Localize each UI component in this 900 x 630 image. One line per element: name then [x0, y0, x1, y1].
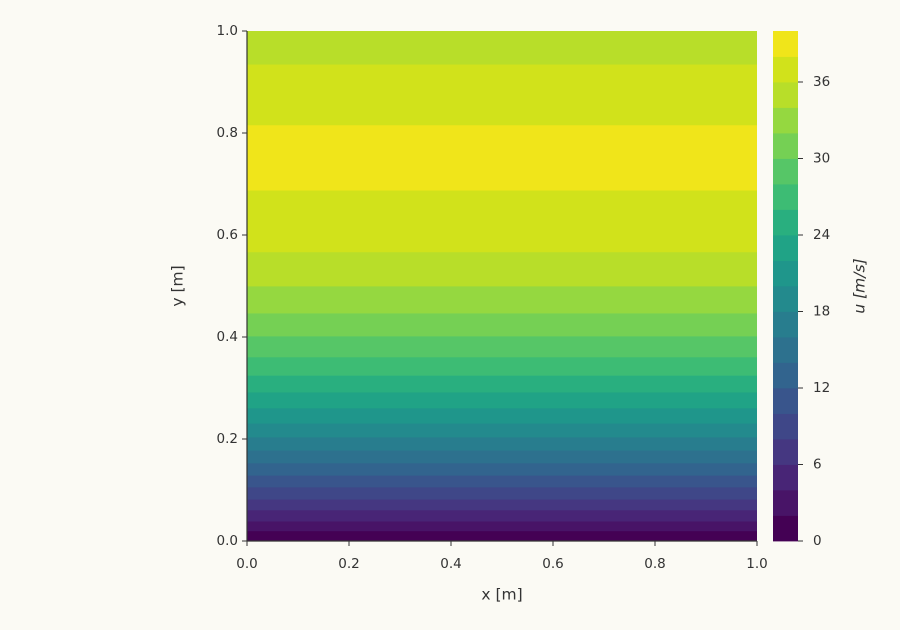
y-tick-label: 1.0 — [217, 23, 238, 39]
contour-band — [247, 509, 757, 522]
contour-band — [247, 450, 757, 464]
x-tick-label: 0.6 — [542, 556, 563, 572]
contour-band — [247, 462, 757, 476]
colorbar-tick-label: 30 — [813, 151, 830, 167]
colorbar-segment — [773, 362, 798, 389]
contour-band — [247, 423, 757, 438]
contour-band — [247, 190, 757, 253]
colorbar-segment — [773, 235, 798, 261]
x-tick-label: 0.0 — [236, 556, 257, 572]
colorbar-segment — [773, 439, 798, 465]
contour-band — [247, 392, 757, 409]
contour-band — [247, 313, 757, 337]
x-tick-label: 0.8 — [644, 556, 665, 572]
contour-band — [247, 31, 757, 65]
colorbar-tick-label: 24 — [813, 227, 830, 243]
x-axis-label: x [m] — [481, 586, 522, 604]
colorbar-tick-label: 36 — [813, 74, 830, 90]
x-tick-label: 0.4 — [440, 556, 461, 572]
contour-band — [247, 521, 757, 532]
y-tick-label: 0.8 — [217, 125, 238, 141]
contour-band — [247, 436, 757, 451]
contour-band — [247, 475, 757, 488]
colorbar-segment — [773, 56, 798, 83]
contour-band — [247, 286, 757, 314]
colorbar-label: u [m/s] — [851, 258, 869, 313]
colorbar-segment — [773, 413, 798, 440]
colorbar-tick-label: 6 — [813, 457, 822, 473]
contour-band — [247, 530, 757, 542]
colorbar-segment — [773, 464, 798, 491]
colorbar-segment — [773, 184, 798, 210]
colorbar-segment — [773, 260, 798, 287]
colorbar-segment — [773, 515, 798, 542]
colorbar-segment — [773, 133, 798, 159]
colorbar-segment — [773, 158, 798, 185]
y-tick-label: 0.6 — [217, 227, 238, 243]
colorbar-segment — [773, 311, 798, 338]
colorbar-segment — [773, 286, 798, 312]
contour-band — [247, 251, 757, 287]
colorbar-segment — [773, 82, 798, 108]
colorbar-segment — [773, 107, 798, 134]
contour-band — [247, 407, 757, 424]
y-tick-label: 0.0 — [217, 533, 238, 549]
contour-band — [247, 486, 757, 500]
colorbar-segment — [773, 31, 798, 57]
y-tick-label: 0.4 — [217, 329, 238, 345]
x-tick-label: 1.0 — [746, 556, 767, 572]
colorbar-tick-label: 12 — [813, 380, 830, 396]
y-axis-label: y [m] — [169, 265, 187, 306]
y-tick-label: 0.2 — [217, 431, 238, 447]
contour-band — [247, 64, 757, 126]
colorbar-segment — [773, 337, 798, 363]
colorbar-segment — [773, 209, 798, 236]
colorbar-tick-label: 18 — [813, 304, 830, 320]
contour-band — [247, 124, 757, 191]
contour-band — [247, 335, 757, 358]
contour-band — [247, 356, 757, 376]
x-tick-label: 0.2 — [338, 556, 359, 572]
colorbar-segment — [773, 388, 798, 414]
colorbar-tick-label: 0 — [813, 533, 822, 549]
colorbar-segment — [773, 490, 798, 516]
contour-band — [247, 375, 757, 393]
contour-band — [247, 499, 757, 511]
